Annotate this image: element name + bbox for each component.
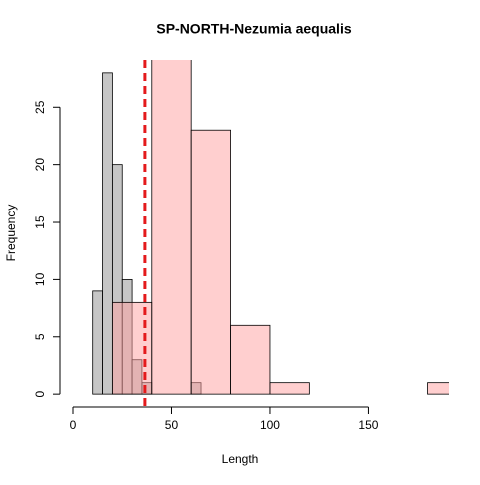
x-tick-label: 100: [260, 418, 280, 432]
y-tick-label: 25: [33, 100, 47, 114]
y-tick-label: 0: [33, 390, 47, 397]
bar: [102, 72, 113, 395]
x-tick-label: 0: [70, 418, 77, 432]
x-axis-label: Length: [222, 452, 259, 466]
bar: [427, 382, 449, 395]
bar: [92, 290, 103, 395]
bar: [230, 324, 271, 395]
y-tick-label: 5: [33, 333, 47, 340]
plot-area: [92, 60, 449, 407]
x-tick-label: 50: [165, 418, 179, 432]
bar: [269, 382, 310, 395]
y-tick-label: 10: [33, 272, 47, 286]
y-axis-label: Frequency: [4, 205, 18, 262]
y-tick-label: 20: [33, 158, 47, 172]
chart-title: SP-NORTH-Nezumia aequalis: [156, 21, 351, 37]
bar: [190, 129, 231, 395]
x-tick-label: 150: [358, 418, 378, 432]
y-tick-label: 15: [33, 215, 47, 229]
bar: [151, 60, 192, 395]
